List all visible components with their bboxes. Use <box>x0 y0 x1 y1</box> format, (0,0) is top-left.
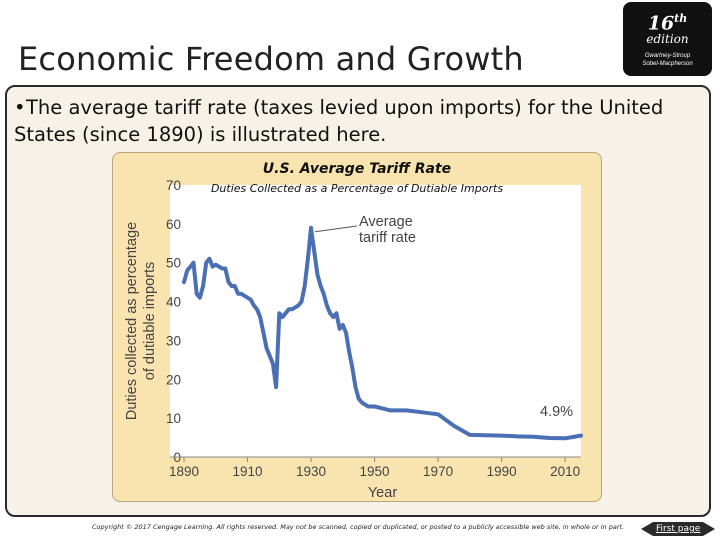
x-tick-label: 1970 <box>423 464 453 479</box>
authors: Gwartney-Stroup Sobel-Macpherson <box>642 53 693 68</box>
edition-badge: 16th edition Gwartney-Stroup Sobel-Macph… <box>623 2 712 76</box>
edition-number: 16th <box>647 12 688 35</box>
x-tick-label: 1890 <box>169 464 199 479</box>
x-tick-label: 1930 <box>296 464 326 479</box>
y-tick-label: 50 <box>166 256 181 271</box>
bullet-point: •The average tariff rate (taxes levied u… <box>14 94 694 148</box>
plot-area <box>170 185 581 457</box>
chart-title: U.S. Average Tariff Rate <box>262 161 452 177</box>
edition-label: edition <box>646 32 689 47</box>
arrow-left-icon <box>641 522 653 536</box>
x-axis: 1890 1910 1930 1950 1970 1990 2010 <box>169 457 580 479</box>
y-tick-label: 40 <box>166 295 181 310</box>
x-tick-label: 2010 <box>550 464 580 479</box>
bullet-marker: • <box>14 96 26 119</box>
y-tick-label: 20 <box>166 372 181 387</box>
first-page-button[interactable]: First page <box>641 521 716 537</box>
copyright-footer: Copyright © 2017 Cengage Learning. All r… <box>92 523 625 531</box>
y-tick-label: 60 <box>166 217 181 232</box>
x-tick-label: 1950 <box>360 464 390 479</box>
y-tick-label: 30 <box>166 333 181 348</box>
y-tick-label: 70 <box>166 178 181 193</box>
series-line-average-tariff-rate <box>182 225 583 441</box>
slide-title: Economic Freedom and Growth <box>18 40 524 78</box>
x-tick-label: 1990 <box>487 464 517 479</box>
bullet-text: The average tariff rate (taxes levied up… <box>14 96 664 146</box>
first-page-label[interactable]: First page <box>653 522 704 536</box>
arrow-right-icon <box>703 522 716 536</box>
x-axis-title: Year <box>368 485 397 501</box>
y-axis-title-line2: of dutiable imports <box>142 262 158 380</box>
y-tick-label: 10 <box>166 411 181 426</box>
annotation-label-line2: tariff rate <box>359 230 416 246</box>
annotation-label-line1: Average <box>359 214 413 230</box>
end-value-label: 4.9% <box>540 404 573 420</box>
x-tick-label: 1910 <box>232 464 262 479</box>
chart-subtitle: Duties Collected as a Percentage of Duti… <box>210 182 504 195</box>
annotation-leader-line <box>314 225 358 233</box>
y-axis-title-line1: Duties collected as percentage <box>124 222 140 420</box>
